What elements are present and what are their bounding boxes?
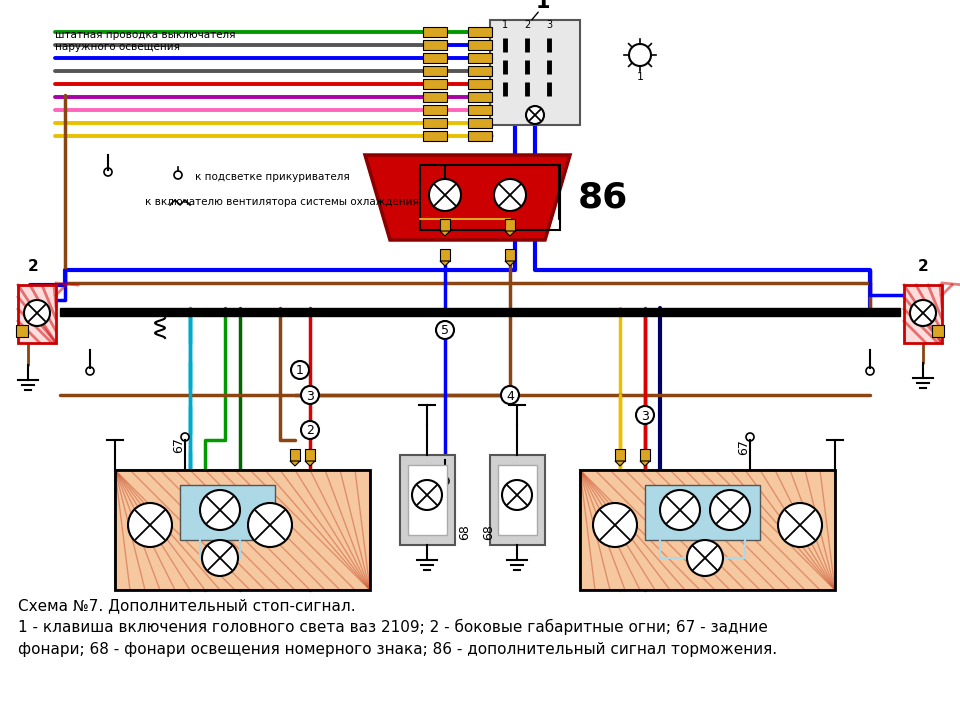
Circle shape (202, 540, 238, 576)
Text: 68: 68 (482, 524, 495, 540)
Bar (468, 79, 492, 89)
Circle shape (200, 490, 240, 530)
Bar (468, 27, 492, 37)
Bar (423, 40, 447, 50)
Bar (904, 285, 942, 343)
Text: 3: 3 (641, 409, 649, 423)
Text: 2: 2 (524, 20, 530, 30)
Text: 67: 67 (737, 439, 750, 455)
Bar (180, 485, 275, 540)
Bar (580, 470, 835, 590)
Bar (468, 131, 492, 141)
Bar (440, 219, 450, 231)
Circle shape (494, 179, 526, 211)
Polygon shape (640, 461, 650, 466)
Polygon shape (615, 461, 625, 466)
Text: 1 - клавиша включения головного света ваз 2109; 2 - боковые габаритные огни; 67 : 1 - клавиша включения головного света ва… (18, 619, 768, 635)
Polygon shape (290, 461, 300, 466)
Bar (423, 27, 447, 37)
Polygon shape (440, 231, 450, 236)
Circle shape (291, 361, 309, 379)
Bar (645, 485, 760, 540)
Bar (468, 105, 492, 115)
Circle shape (660, 490, 700, 530)
Bar (640, 449, 650, 461)
Bar (423, 105, 447, 115)
Bar (505, 249, 515, 261)
Bar (498, 465, 537, 535)
Circle shape (710, 490, 750, 530)
Circle shape (593, 503, 637, 547)
Text: 4: 4 (506, 390, 514, 402)
Bar (580, 470, 835, 590)
Bar (16, 325, 28, 337)
Bar (115, 470, 370, 590)
Text: 1: 1 (536, 0, 550, 12)
Circle shape (502, 480, 532, 510)
Text: 1: 1 (502, 20, 508, 30)
Bar (505, 219, 515, 231)
Circle shape (429, 179, 461, 211)
Bar (423, 131, 447, 141)
Text: 1: 1 (296, 365, 304, 378)
Polygon shape (505, 261, 515, 266)
Bar (423, 53, 447, 63)
Polygon shape (365, 155, 570, 240)
Text: штатная проводка выключателя: штатная проводка выключателя (55, 30, 235, 40)
Circle shape (248, 503, 292, 547)
Bar (440, 249, 450, 261)
Text: к подсветке прикуривателя: к подсветке прикуривателя (195, 172, 349, 182)
Circle shape (128, 503, 172, 547)
Text: 5: 5 (441, 325, 449, 337)
Bar (305, 449, 315, 461)
Circle shape (24, 300, 50, 326)
Bar (615, 449, 625, 461)
Bar (423, 92, 447, 102)
Bar (420, 165, 560, 230)
Text: 67: 67 (172, 437, 185, 453)
Circle shape (436, 321, 454, 339)
Bar (400, 455, 455, 545)
Polygon shape (305, 461, 315, 466)
Bar (468, 40, 492, 50)
Circle shape (778, 503, 822, 547)
Bar (290, 449, 300, 461)
Bar (423, 66, 447, 76)
Text: 68: 68 (458, 524, 471, 540)
Text: фонари; 68 - фонари освещения номерного знака; 86 - дополнительный сигнал тормож: фонари; 68 - фонари освещения номерного … (18, 642, 778, 657)
Bar (60, 308, 900, 316)
Text: 1: 1 (637, 72, 644, 82)
Polygon shape (440, 261, 450, 266)
Bar (115, 470, 370, 590)
Bar (468, 118, 492, 128)
Text: Схема №7. Дополнительный стоп-сигнал.: Схема №7. Дополнительный стоп-сигнал. (18, 598, 355, 613)
Bar (18, 285, 56, 343)
Text: 86: 86 (578, 181, 628, 215)
Bar (468, 53, 492, 63)
Circle shape (687, 540, 723, 576)
Text: 2: 2 (306, 425, 314, 437)
Bar (408, 465, 447, 535)
Bar (423, 118, 447, 128)
Bar (490, 455, 545, 545)
Polygon shape (505, 231, 515, 236)
Text: к включателю вентилятора системы охлаждения: к включателю вентилятора системы охлажде… (145, 197, 419, 207)
Circle shape (301, 421, 319, 439)
Text: 2: 2 (918, 259, 928, 274)
Circle shape (636, 406, 654, 424)
Circle shape (526, 106, 544, 124)
Circle shape (412, 480, 442, 510)
Text: наружного освещения: наружного освещения (55, 42, 180, 52)
Circle shape (910, 300, 936, 326)
Bar (423, 79, 447, 89)
Circle shape (501, 386, 519, 404)
Bar (468, 66, 492, 76)
Bar (932, 325, 944, 337)
Bar (490, 20, 580, 125)
Text: 2: 2 (28, 259, 38, 274)
Text: 3: 3 (546, 20, 552, 30)
Circle shape (301, 386, 319, 404)
Text: 3: 3 (306, 390, 314, 402)
Bar (468, 92, 492, 102)
